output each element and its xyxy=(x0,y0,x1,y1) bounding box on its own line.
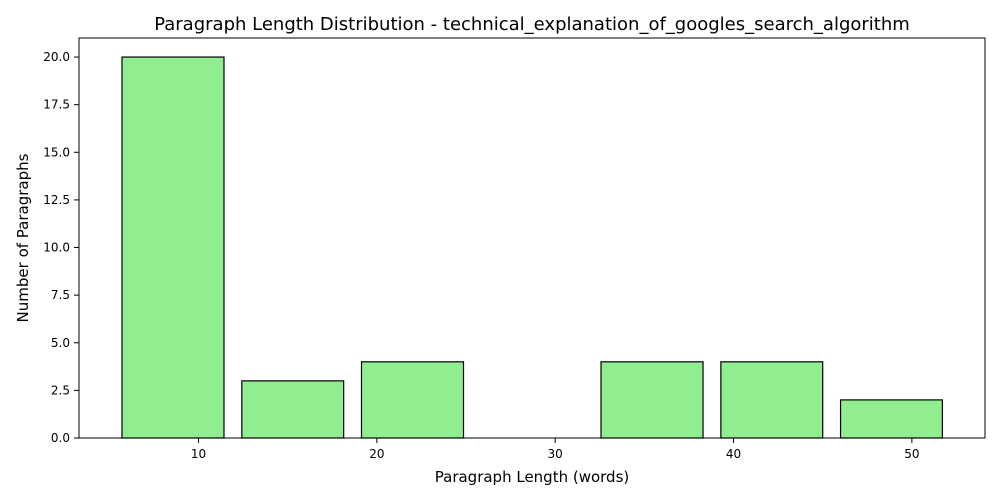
histogram-bar xyxy=(720,361,824,439)
y-tick-label: 5.0 xyxy=(51,336,70,350)
histogram-bar xyxy=(600,361,704,439)
x-axis-ticks: 10 20 30 40 50 xyxy=(191,438,920,461)
y-tick-label: 17.5 xyxy=(43,98,70,112)
histogram-bar xyxy=(121,56,225,439)
x-tick-label: 10 xyxy=(191,447,206,461)
y-tick-label: 15.0 xyxy=(43,145,70,159)
y-tick-label: 10.0 xyxy=(43,241,70,255)
x-tick-label: 30 xyxy=(548,447,563,461)
plot-frame xyxy=(78,37,986,439)
y-tick-label: 7.5 xyxy=(51,288,70,302)
bars-group xyxy=(121,56,943,439)
chart-title: Paragraph Length Distribution - technica… xyxy=(154,14,910,35)
histogram-bar xyxy=(360,361,465,439)
y-tick-label: 2.5 xyxy=(51,383,70,397)
x-tick-label: 50 xyxy=(904,447,919,461)
y-tick-label: 20.0 xyxy=(43,50,70,64)
x-tick-label: 20 xyxy=(369,447,384,461)
y-axis-label: Number of Paragraphs xyxy=(14,153,32,322)
y-tick-label: 0.0 xyxy=(51,431,70,445)
y-axis-ticks: 0.0 2.5 5.0 7.5 10.0 12.5 15.0 17.5 20.0 xyxy=(43,50,79,445)
y-tick-label: 12.5 xyxy=(43,193,70,207)
x-axis-label: Paragraph Length (words) xyxy=(435,468,630,486)
x-tick-label: 40 xyxy=(726,447,741,461)
histogram-bar xyxy=(241,380,345,439)
histogram-bar xyxy=(839,399,943,439)
